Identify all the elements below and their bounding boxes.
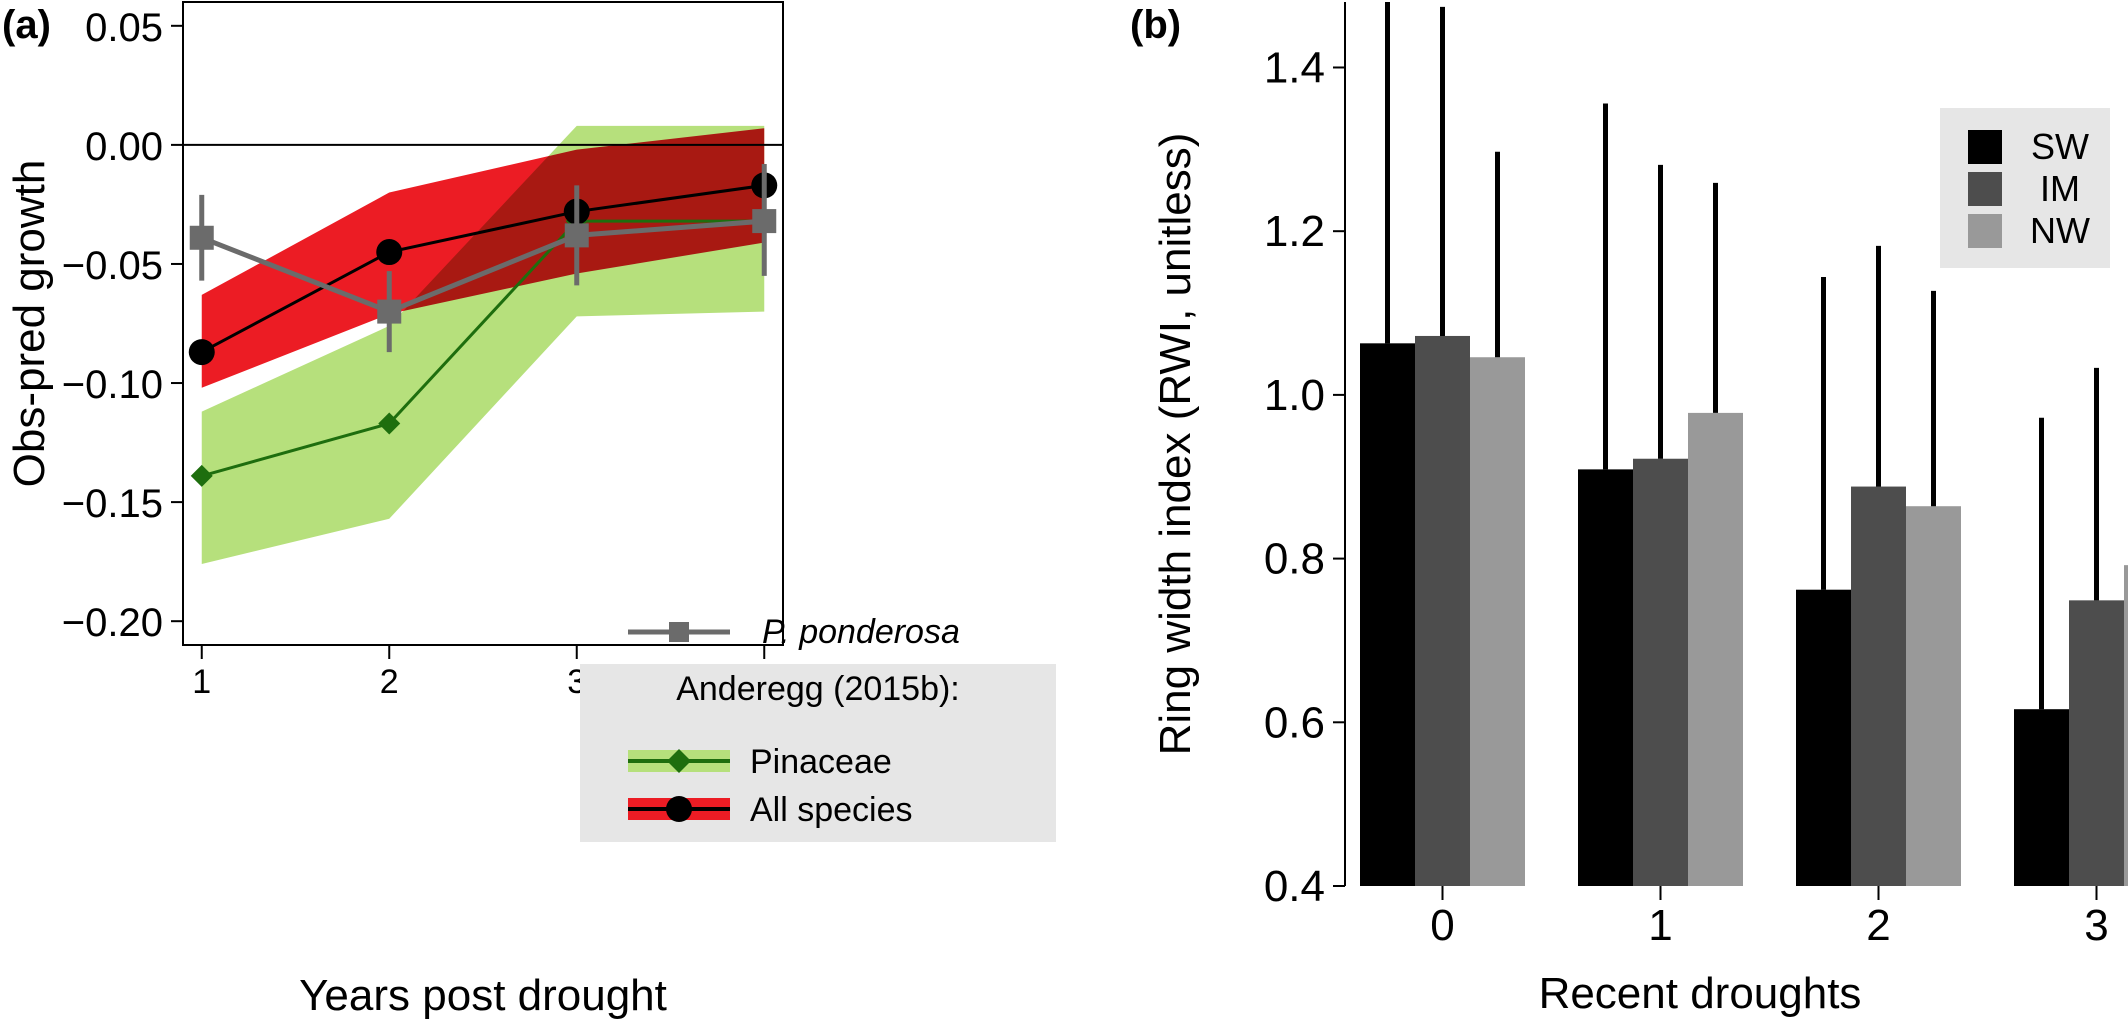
legend-label-p-ponderosa: P. ponderosa xyxy=(762,613,960,651)
series-lines xyxy=(188,163,778,487)
point-circle-all-species xyxy=(188,339,215,366)
y-tick-label: −0.05 xyxy=(62,244,163,288)
legend-swatch-sw xyxy=(1968,130,2002,164)
bar-im-3 xyxy=(2069,600,2124,886)
y-tick-label: 0.8 xyxy=(1264,535,1325,584)
y-tick-label: −0.15 xyxy=(62,482,163,526)
x-tick-label: 1 xyxy=(192,663,211,701)
y-tick-label: 0.4 xyxy=(1264,862,1325,911)
panel-a-label: (a) xyxy=(2,3,51,47)
legend-swatch-im xyxy=(1968,172,2002,206)
y-tick-label: 1.0 xyxy=(1264,371,1325,420)
legend-label-all-species: All species xyxy=(750,791,913,829)
x-tick-label: 2 xyxy=(1866,901,1890,950)
bar-sw-1 xyxy=(1578,469,1633,886)
x-tick-label: 1 xyxy=(1648,901,1672,950)
bar-nw-3 xyxy=(2124,565,2128,886)
legend-circle-marker xyxy=(666,796,692,822)
y-axis-ticks: 0.05 0.00 −0.05 −0.10 −0.15 −0.20 xyxy=(62,6,183,645)
legend-label-im: IM xyxy=(2040,168,2080,209)
y-tick-label: 0.6 xyxy=(1264,698,1325,747)
line-p-ponderosa xyxy=(200,218,765,315)
legend-entry-p-ponderosa: P. ponderosa xyxy=(628,613,960,651)
y-axis-label: Obs-pred growth xyxy=(5,160,54,488)
legend-label-pinaceae: Pinaceae xyxy=(750,743,892,781)
bar-nw-1 xyxy=(1688,412,1743,886)
point-diamond-pinaceae xyxy=(190,464,213,487)
point-circle-all-species xyxy=(376,239,403,266)
legend: P. ponderosa Anderegg (2015b): Pinaceae … xyxy=(580,613,1056,842)
bar-sw-2 xyxy=(1796,589,1851,886)
legend-entry-all-species: All species xyxy=(628,791,913,829)
error-bars xyxy=(1385,2,2099,710)
x-axis-label: Recent droughts xyxy=(1539,969,1862,1018)
point-square-p-ponderosa xyxy=(752,209,777,234)
y-tick-label: 0.00 xyxy=(85,125,163,169)
bar-nw-2 xyxy=(1906,506,1961,886)
point-square-p-ponderosa xyxy=(564,223,589,248)
point-diamond-pinaceae xyxy=(378,412,401,435)
bars xyxy=(1360,335,2128,886)
legend-swatch-nw xyxy=(1968,214,2002,248)
point-square-p-ponderosa xyxy=(377,299,402,324)
line-pinaceae xyxy=(201,219,765,478)
band-all-species xyxy=(201,128,765,388)
confidence-bands xyxy=(201,125,765,565)
plot-frame xyxy=(182,1,784,646)
x-tick-label: 3 xyxy=(2084,901,2108,950)
line-all-species xyxy=(201,183,765,354)
y-tick-label: −0.10 xyxy=(62,363,163,407)
panel-a-line-chart: 0.050.00−0.05−0.10−0.15−0.20 1234 Years … xyxy=(5,1,1056,1020)
bar-im-0 xyxy=(1415,335,1470,886)
bar-im-1 xyxy=(1633,458,1688,886)
legend-diamond-marker xyxy=(667,749,691,773)
y-tick-label: 1.4 xyxy=(1264,43,1325,92)
bar-im-2 xyxy=(1851,486,1906,886)
y-tick-label: −0.20 xyxy=(62,601,163,645)
panel-b-label: (b) xyxy=(1130,3,1181,47)
y-axis: 0.4 0.6 0.8 1.0 1.2 1.4 xyxy=(1264,2,1346,911)
bar-nw-0 xyxy=(1470,357,1525,886)
bar-sw-0 xyxy=(1360,343,1415,886)
y-tick-label: 0.05 xyxy=(85,6,163,50)
x-axis-label: Years post drought xyxy=(299,971,667,1020)
point-square-p-ponderosa xyxy=(189,225,214,250)
y-axis-label: Ring width index (RWI, unitless) xyxy=(1151,133,1200,756)
bar-sw-3 xyxy=(2014,709,2069,886)
y-tick-label: 1.2 xyxy=(1264,207,1325,256)
legend-square-marker xyxy=(669,622,689,642)
legend-group-title: Anderegg (2015b): xyxy=(676,670,960,708)
legend-entry-pinaceae: Pinaceae xyxy=(628,743,892,781)
x-tick-label: 2 xyxy=(380,663,399,701)
legend-label-nw: NW xyxy=(2030,210,2090,251)
legend-label-sw: SW xyxy=(2031,126,2089,167)
x-tick-label: 0 xyxy=(1430,901,1454,950)
x-axis-ticks: 0 1 2 3 xyxy=(1430,886,2109,950)
